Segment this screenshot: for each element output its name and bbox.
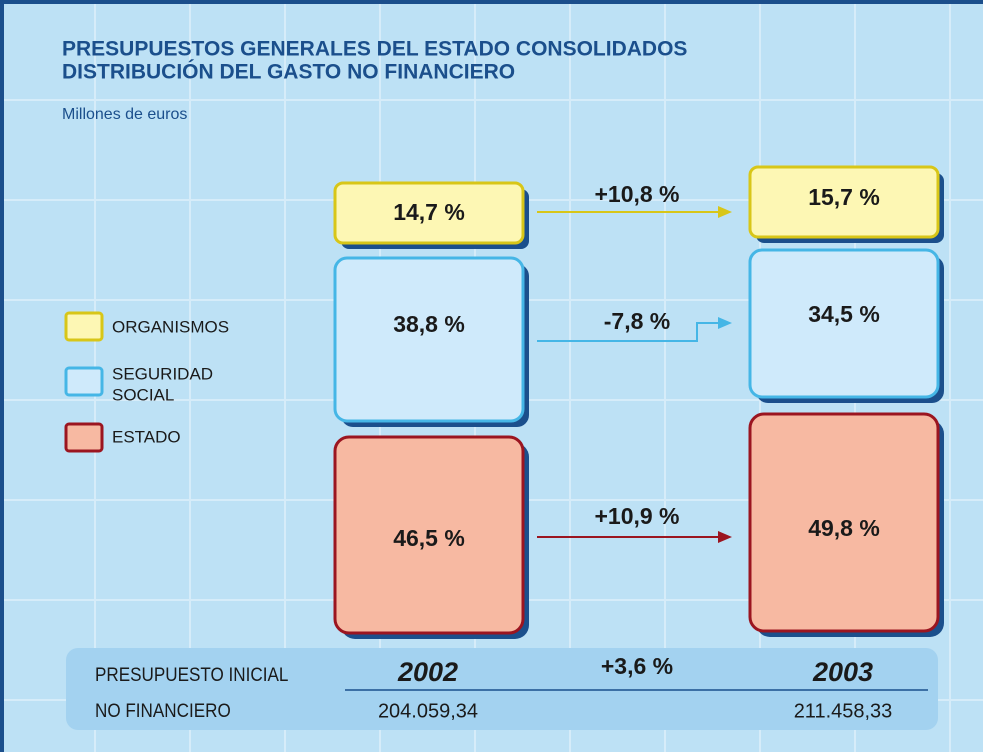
box [333,181,525,245]
box [333,435,525,635]
footer-label: PRESUPUESTO INICIAL [95,664,288,685]
legend-label: ESTADO [112,427,181,446]
year: 2002 [397,657,458,687]
subtitle: Millones de euros [62,106,187,123]
box-label: 49,8 % [808,515,880,541]
box [333,256,525,423]
arrowhead [718,206,732,218]
legend-label: SEGURIDAD [112,364,213,383]
box [748,248,940,399]
total: 211.458,33 [794,700,893,722]
title: PRESUPUESTOS GENERALES DEL ESTADO CONSOL… [62,38,687,61]
box-label: 14,7 % [393,199,465,225]
box-label: 46,5 % [393,525,465,551]
legend-label: ORGANISMOS [112,317,229,336]
total: 204.059,34 [378,700,478,722]
total-change: +3,6 % [601,653,673,679]
year: 2003 [812,657,873,687]
change-label: +10,8 % [594,181,679,207]
legend-label: SOCIAL [112,385,174,404]
change-label: +10,9 % [594,503,679,529]
box [748,165,940,239]
box-label: 38,8 % [393,311,465,337]
arrowhead [718,317,732,329]
arrowhead [718,531,732,543]
box-label: 34,5 % [808,301,880,327]
footer-label: NO FINANCIERO [95,700,231,721]
title: DISTRIBUCIÓN DEL GASTO NO FINANCIERO [62,60,515,84]
footer-panel [66,648,938,730]
legend-swatch [64,366,104,397]
change-label: -7,8 % [604,308,670,334]
legend-swatch [64,311,104,342]
box-label: 15,7 % [808,184,880,210]
box [748,412,940,633]
legend-swatch [64,422,104,453]
arrow [537,322,722,342]
